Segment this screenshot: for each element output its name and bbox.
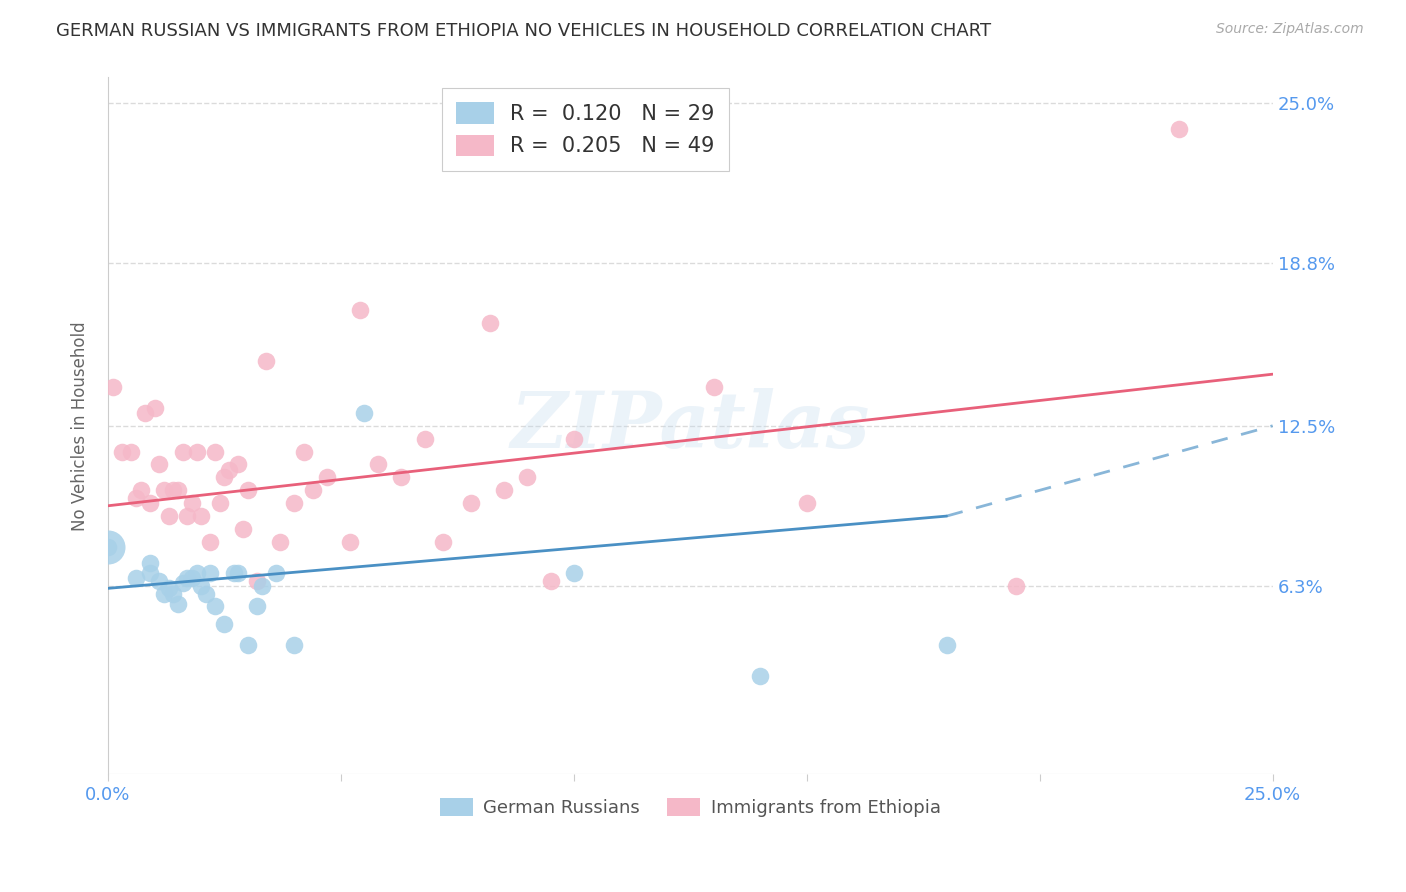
- Point: [167, 483, 190, 498]
- Point: [186, 566, 208, 580]
- Point: [302, 483, 325, 498]
- Point: [228, 566, 250, 580]
- Point: [246, 574, 269, 588]
- Point: [796, 496, 818, 510]
- Point: [228, 458, 250, 472]
- Point: [101, 380, 124, 394]
- Point: [316, 470, 339, 484]
- Point: [236, 483, 259, 498]
- Point: [432, 535, 454, 549]
- Point: [222, 566, 245, 580]
- Point: [283, 496, 305, 510]
- Point: [120, 444, 142, 458]
- Text: ZIPatlas: ZIPatlas: [510, 387, 870, 464]
- Point: [162, 483, 184, 498]
- Point: [162, 586, 184, 600]
- Point: [492, 483, 515, 498]
- Point: [246, 599, 269, 614]
- Point: [176, 509, 198, 524]
- Point: [540, 574, 562, 588]
- Point: [153, 483, 176, 498]
- Point: [353, 406, 375, 420]
- Point: [935, 638, 957, 652]
- Point: [703, 380, 725, 394]
- Text: GERMAN RUSSIAN VS IMMIGRANTS FROM ETHIOPIA NO VEHICLES IN HOUSEHOLD CORRELATION : GERMAN RUSSIAN VS IMMIGRANTS FROM ETHIOP…: [56, 22, 991, 40]
- Point: [283, 638, 305, 652]
- Point: [413, 432, 436, 446]
- Point: [148, 574, 170, 588]
- Point: [148, 458, 170, 472]
- Point: [190, 509, 212, 524]
- Point: [749, 669, 772, 683]
- Point: [125, 571, 148, 585]
- Point: [194, 586, 217, 600]
- Point: [214, 470, 236, 484]
- Point: [1005, 579, 1028, 593]
- Point: [129, 483, 152, 498]
- Text: Source: ZipAtlas.com: Source: ZipAtlas.com: [1216, 22, 1364, 37]
- Point: [186, 444, 208, 458]
- Point: [143, 401, 166, 415]
- Point: [250, 579, 273, 593]
- Point: [125, 491, 148, 505]
- Point: [167, 597, 190, 611]
- Point: [208, 496, 231, 510]
- Point: [134, 406, 156, 420]
- Point: [111, 444, 134, 458]
- Point: [218, 463, 240, 477]
- Point: [200, 535, 222, 549]
- Y-axis label: No Vehicles in Household: No Vehicles in Household: [72, 321, 89, 531]
- Point: [562, 566, 585, 580]
- Point: [236, 638, 259, 652]
- Point: [1168, 122, 1191, 136]
- Point: [204, 444, 226, 458]
- Point: [232, 522, 254, 536]
- Point: [172, 444, 194, 458]
- Point: [180, 496, 202, 510]
- Point: [139, 496, 162, 510]
- Point: [254, 354, 277, 368]
- Point: [153, 586, 176, 600]
- Point: [176, 571, 198, 585]
- Point: [180, 571, 202, 585]
- Point: [214, 617, 236, 632]
- Point: [200, 566, 222, 580]
- Point: [391, 470, 413, 484]
- Point: [204, 599, 226, 614]
- Point: [460, 496, 482, 510]
- Point: [97, 540, 120, 554]
- Point: [269, 535, 291, 549]
- Point: [292, 444, 315, 458]
- Point: [339, 535, 361, 549]
- Legend: German Russians, Immigrants from Ethiopia: German Russians, Immigrants from Ethiopi…: [433, 791, 948, 824]
- Point: [97, 540, 120, 554]
- Point: [367, 458, 389, 472]
- Point: [264, 566, 287, 580]
- Point: [562, 432, 585, 446]
- Point: [139, 556, 162, 570]
- Point: [172, 576, 194, 591]
- Point: [139, 566, 162, 580]
- Point: [349, 302, 371, 317]
- Point: [190, 579, 212, 593]
- Point: [516, 470, 538, 484]
- Point: [157, 509, 180, 524]
- Point: [157, 582, 180, 596]
- Point: [479, 316, 502, 330]
